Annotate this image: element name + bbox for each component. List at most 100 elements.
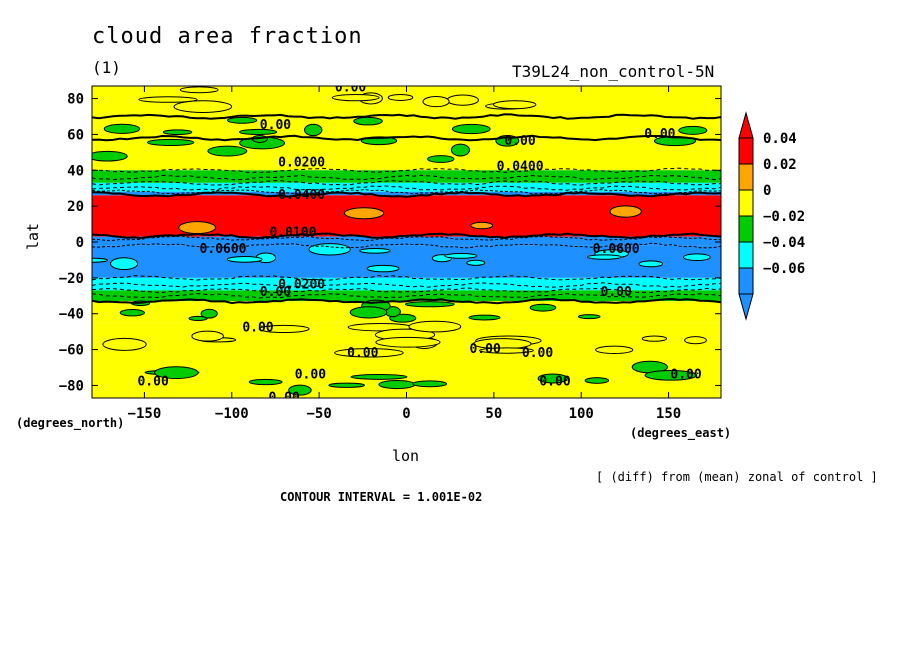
contour-line-9 bbox=[92, 275, 721, 281]
contour-label-6: 0.0100 bbox=[269, 226, 316, 241]
band-7 bbox=[92, 236, 721, 246]
contour-line-13 bbox=[92, 297, 721, 305]
band-5 bbox=[92, 191, 721, 196]
colorbar-segment-5 bbox=[738, 267, 754, 295]
y-tick-label: −80 bbox=[59, 378, 84, 394]
colorbar-segment-4 bbox=[738, 241, 754, 269]
contour-label-8: 0.0600 bbox=[200, 242, 247, 257]
colorbar-segment-3 bbox=[738, 215, 754, 243]
blob-s-yellow-15 bbox=[641, 335, 668, 342]
blob-np-yellow-5 bbox=[173, 100, 233, 113]
y-units-label: (degrees_north) bbox=[16, 416, 125, 430]
blob-sp-green-0 bbox=[378, 379, 416, 390]
blob-tropn-orange-3 bbox=[609, 205, 642, 218]
contour-label-3: 0.00 bbox=[644, 127, 675, 142]
blob-nmid-green-8 bbox=[92, 150, 128, 162]
contour-label-16: 0.00 bbox=[522, 346, 553, 361]
contour-line-0 bbox=[92, 167, 721, 174]
y-tick-label: 20 bbox=[67, 199, 84, 215]
colorbar-bottom-arrow bbox=[738, 293, 754, 321]
contour-label-0: 0.00 bbox=[335, 80, 366, 95]
colorbar-top-arrow bbox=[738, 111, 754, 139]
contour-label-11: 0.00 bbox=[260, 285, 291, 300]
blob-sp-green-10 bbox=[248, 378, 283, 386]
blob-nmid-green-5 bbox=[450, 143, 471, 157]
x-tick-label: 150 bbox=[656, 406, 681, 422]
contour-line-3 bbox=[92, 185, 721, 191]
blob-smid-green-1 bbox=[404, 301, 455, 308]
blob-trop-cyan-5 bbox=[308, 243, 351, 256]
contour-label-18: 0.00 bbox=[295, 367, 326, 382]
band-10 bbox=[92, 290, 721, 302]
x-units-label: (degrees_east) bbox=[630, 426, 732, 440]
blob-s-yellow-14 bbox=[595, 345, 634, 355]
contour-label-21: 0.00 bbox=[269, 391, 300, 406]
x-tick-label: −50 bbox=[306, 406, 331, 422]
blob-s-yellow-7 bbox=[375, 336, 441, 348]
y-tick-label: −60 bbox=[59, 343, 84, 359]
y-axis-label: lat bbox=[24, 222, 42, 250]
blob-np-yellow-2 bbox=[446, 94, 479, 106]
contour-labels: 0.000.000.00 0.000.02000.04000.01000.0400… bbox=[137, 80, 701, 406]
blob-n-green-3 bbox=[162, 129, 193, 136]
blob-trop-cyan-8 bbox=[109, 257, 139, 271]
contour-line-15 bbox=[92, 113, 721, 120]
contour-label-12: 0.00 bbox=[601, 285, 632, 300]
contour-line-11 bbox=[92, 287, 721, 294]
contour-line-14 bbox=[92, 134, 721, 142]
blob-np-yellow-9 bbox=[422, 96, 450, 108]
contour-lines bbox=[92, 113, 721, 305]
blob-n-green-6 bbox=[353, 116, 383, 126]
blob-s-yellow-13 bbox=[258, 324, 310, 334]
contour-interval-label: CONTOUR INTERVAL = 1.001E-02 bbox=[280, 490, 483, 504]
blob-trop-cyan-9 bbox=[586, 254, 622, 260]
blob-sp-green-11 bbox=[644, 369, 698, 381]
y-tick-label: 80 bbox=[67, 92, 84, 108]
blob-np-yellow-8 bbox=[179, 86, 219, 94]
band-2 bbox=[92, 138, 721, 171]
x-axis: −150 −100 −50 0 50 100 150 bbox=[128, 86, 681, 422]
band-3 bbox=[92, 170, 721, 183]
y-tick-label: 0 bbox=[76, 235, 84, 251]
blob-smid-green-11 bbox=[349, 306, 388, 319]
contour-label-2: 0.00 bbox=[504, 134, 535, 149]
heatmap-bands bbox=[92, 86, 721, 398]
blob-nmid-green-3 bbox=[207, 145, 248, 157]
contour-line-8 bbox=[92, 242, 721, 249]
panel-label: (1) bbox=[92, 58, 121, 77]
blob-np-yellow-4 bbox=[492, 100, 537, 110]
x-tick-label: −150 bbox=[128, 406, 162, 422]
blob-trop-cyan-7 bbox=[638, 260, 664, 268]
blob-trop-cyan-4 bbox=[466, 259, 486, 266]
blob-sp-green-9 bbox=[154, 366, 199, 380]
contour-line-2 bbox=[92, 180, 721, 186]
blob-smid-green-8 bbox=[529, 303, 557, 312]
blob-s-yellow-5 bbox=[334, 348, 404, 358]
contour-label-1: 0.00 bbox=[260, 118, 291, 133]
blob-np-yellow-7 bbox=[331, 94, 380, 102]
x-tick-label: 50 bbox=[485, 406, 502, 422]
contour-label-15: 0.00 bbox=[469, 342, 500, 357]
contour-label-20: 0.00 bbox=[670, 367, 701, 382]
colorbar-segment-0 bbox=[738, 137, 754, 165]
band-9 bbox=[92, 277, 721, 291]
blob-sp-green-3 bbox=[328, 382, 365, 388]
blob-tropn-orange-2 bbox=[178, 221, 217, 235]
colorbar-label: 0 bbox=[763, 183, 771, 199]
blob-n-green-2 bbox=[451, 123, 491, 135]
contour-label-9: 0.0600 bbox=[593, 242, 640, 257]
blob-nmid-green-2 bbox=[427, 155, 455, 163]
chart-title: cloud area fraction bbox=[92, 24, 363, 49]
blob-tropn-orange-1 bbox=[343, 207, 385, 220]
blob-np-yellow-6 bbox=[138, 96, 198, 103]
x-tick-label: 0 bbox=[402, 406, 410, 422]
blob-trop-cyan-1 bbox=[683, 253, 711, 262]
contour-line-12 bbox=[92, 293, 721, 299]
contour-label-7: 0.0400 bbox=[497, 159, 544, 174]
contour-label-5: 0.0400 bbox=[278, 188, 325, 203]
contour-line-7 bbox=[92, 235, 721, 242]
y-tick-label: −20 bbox=[59, 271, 84, 287]
blob-sp-green-8 bbox=[584, 377, 610, 384]
contour-label-14: 0.00 bbox=[347, 346, 378, 361]
